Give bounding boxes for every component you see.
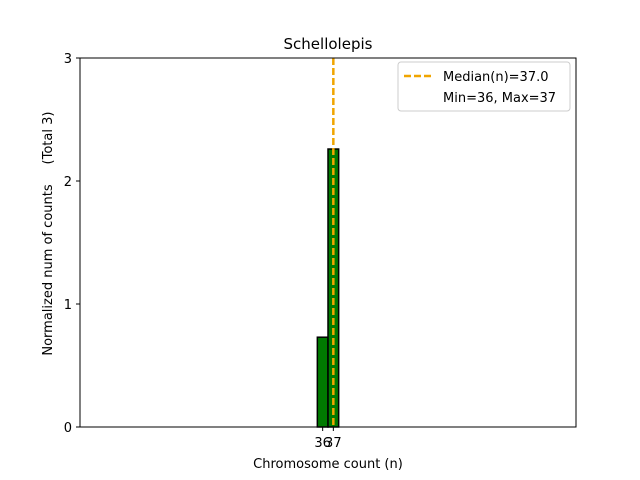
y-tick-label: 2 (64, 175, 72, 190)
bars-layer (316, 148, 340, 428)
legend-entry-range: Min=36, Max=37 (443, 91, 556, 106)
legend-box (397, 61, 571, 112)
legend-entry-median: Median(n)=37.0 (443, 70, 549, 85)
legend: Median(n)=37.0 Min=36, Max=37 (397, 61, 571, 112)
y-axis-title: Normalized num of counts (41, 184, 56, 355)
bar-36 (316, 336, 329, 428)
x-tick-label: 36 (314, 436, 331, 451)
plot-frame (79, 57, 577, 428)
chart-title: Schellolepis (284, 35, 373, 53)
x-tick-label: 37 (325, 436, 342, 451)
y-tick-label: 3 (64, 52, 72, 67)
x-axis-title: Chromosome count (n) (253, 457, 403, 472)
y-tick-label: 1 (64, 298, 72, 313)
y-tick-label: 0 (64, 421, 72, 436)
y-axis-ticks: 0 1 2 3 (64, 52, 80, 436)
y-axis-total-label: (Total 3) (41, 112, 56, 165)
